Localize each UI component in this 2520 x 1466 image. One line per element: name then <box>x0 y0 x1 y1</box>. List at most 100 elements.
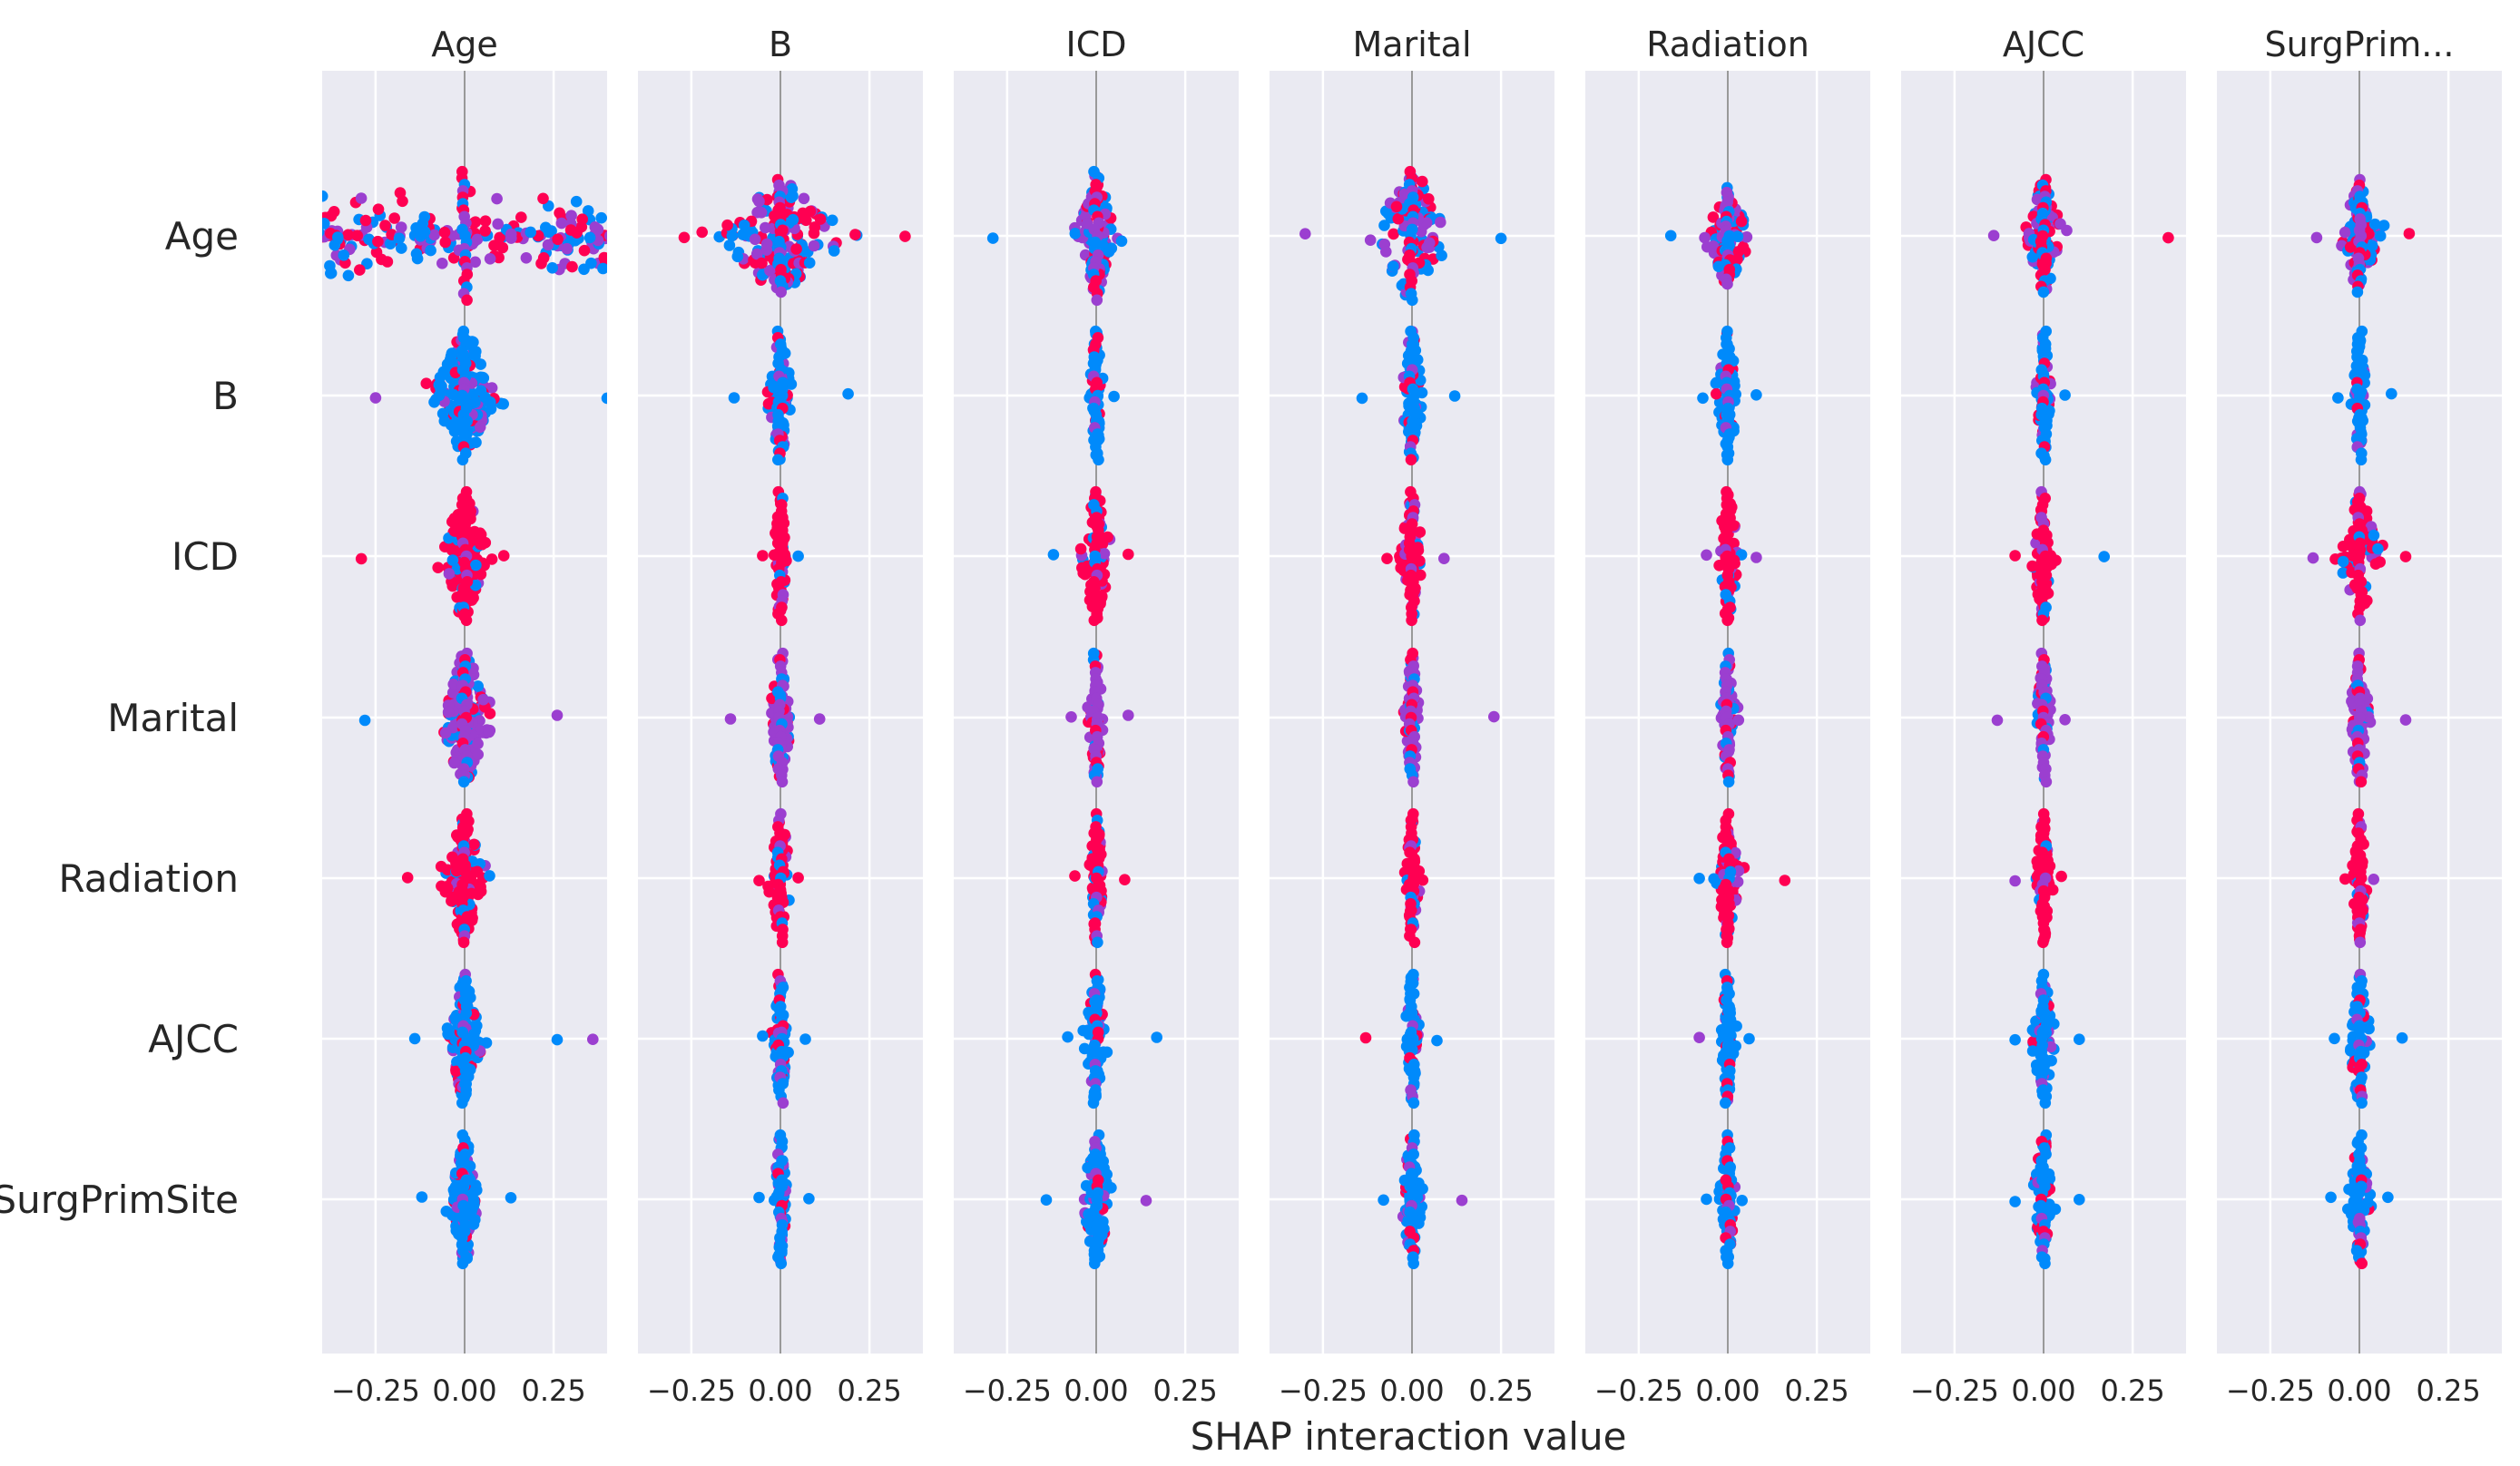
outlier-point <box>408 1032 421 1045</box>
interaction-point <box>372 235 384 248</box>
interaction-point <box>1098 548 1111 560</box>
interaction-point <box>2339 226 2351 239</box>
interaction-point <box>2337 555 2349 568</box>
interaction-point <box>768 549 780 562</box>
outlier-point <box>2055 870 2067 883</box>
outlier-point <box>2325 1191 2337 1204</box>
interaction-point <box>762 880 774 893</box>
interaction-point <box>787 190 799 202</box>
outlier-point <box>2009 1196 2021 1207</box>
outlier-point <box>1495 232 1507 245</box>
interaction-point <box>2363 1022 2375 1035</box>
interaction-point <box>2026 250 2039 263</box>
outlier-point <box>358 714 371 727</box>
interaction-point <box>388 212 401 224</box>
outlier-point <box>1381 552 1393 564</box>
interaction-point <box>772 454 784 466</box>
interaction-point <box>756 257 768 269</box>
outlier-point <box>1693 873 1705 884</box>
interaction-point <box>555 217 568 230</box>
row-label-icd: ICD <box>172 534 239 579</box>
outlier-point <box>401 872 414 884</box>
interaction-point <box>417 218 429 230</box>
interaction-point <box>826 214 838 227</box>
outlier-point <box>1119 874 1131 885</box>
interaction-point <box>338 249 350 261</box>
interaction-point <box>485 553 498 565</box>
outlier-point <box>724 713 737 725</box>
outlier-point <box>1417 874 1429 886</box>
interaction-point <box>456 1097 468 1109</box>
outlier-point <box>587 1033 599 1045</box>
interaction-point <box>325 267 338 279</box>
outlier-point <box>551 1033 564 1046</box>
interaction-point <box>472 680 484 692</box>
interaction-point <box>808 239 820 252</box>
outlier-point <box>2009 1033 2021 1046</box>
interaction-point <box>1091 294 1103 307</box>
interaction-point <box>520 252 533 264</box>
interaction-point <box>393 232 406 245</box>
outlier-point <box>2307 552 2319 564</box>
interaction-point <box>435 860 447 873</box>
interaction-point <box>578 244 591 257</box>
interaction-point <box>457 936 470 949</box>
outlier-point <box>2009 875 2021 887</box>
interaction-point <box>308 229 319 240</box>
interaction-point <box>804 205 817 218</box>
x-tick-label: 0.00 <box>748 1373 812 1408</box>
interaction-point <box>483 726 495 738</box>
row-label-b: B <box>212 374 239 418</box>
interaction-point <box>442 706 455 718</box>
interaction-point <box>1091 776 1103 788</box>
panel-b <box>638 71 923 1354</box>
outlier-point <box>753 875 765 886</box>
interaction-point <box>554 207 565 220</box>
interaction-point <box>472 748 484 760</box>
interaction-point <box>493 251 505 264</box>
interaction-point <box>2374 556 2386 568</box>
outlier-point <box>2332 392 2344 404</box>
interaction-point <box>696 226 708 239</box>
x-tick-label: −0.25 <box>963 1373 1052 1408</box>
interaction-point <box>469 216 482 228</box>
interaction-point <box>447 388 460 401</box>
interaction-point <box>477 372 490 385</box>
dots <box>678 173 911 1270</box>
interaction-point <box>537 252 550 264</box>
outlier-point <box>792 872 804 884</box>
outlier-point <box>1693 1031 1705 1043</box>
interaction-point <box>542 239 554 251</box>
interaction-point <box>443 568 456 580</box>
interaction-point <box>776 936 789 949</box>
interaction-point <box>2036 614 2048 627</box>
interaction-point <box>726 230 739 242</box>
x-tick-labels: −0.25 0.00 0.25 −0.25 0.00 0.25 −0.25 0.00 0.25−… <box>331 1373 2481 1408</box>
interaction-point <box>469 256 481 269</box>
interaction-point <box>384 238 397 250</box>
outlier-point <box>678 231 691 244</box>
interaction-point <box>760 244 773 256</box>
outlier-point <box>1750 389 1762 401</box>
outlier-point <box>1062 1031 1074 1043</box>
column-titles: Age B ICD Marital Radiation AJCC SurgPrim... <box>431 24 2454 64</box>
interaction-point <box>1436 249 1447 262</box>
interaction-point <box>372 203 385 215</box>
interaction-point <box>583 231 596 244</box>
interaction-point <box>477 693 489 706</box>
interaction-point <box>322 227 325 237</box>
interaction-point <box>1740 230 1753 243</box>
interaction-point <box>1417 175 1428 188</box>
panels-layer <box>308 71 2502 1354</box>
interaction-point <box>441 882 454 894</box>
dots <box>1664 181 1791 1270</box>
x-tick-label: 0.25 <box>1153 1373 1218 1408</box>
outlier-point <box>2009 550 2021 562</box>
interaction-point <box>439 727 452 739</box>
outlier-point <box>484 870 495 882</box>
interaction-point <box>1101 1168 1113 1180</box>
interaction-point <box>2368 529 2380 542</box>
interaction-point <box>2360 505 2373 517</box>
interaction-point <box>1387 260 1399 273</box>
interaction-point <box>545 225 557 237</box>
